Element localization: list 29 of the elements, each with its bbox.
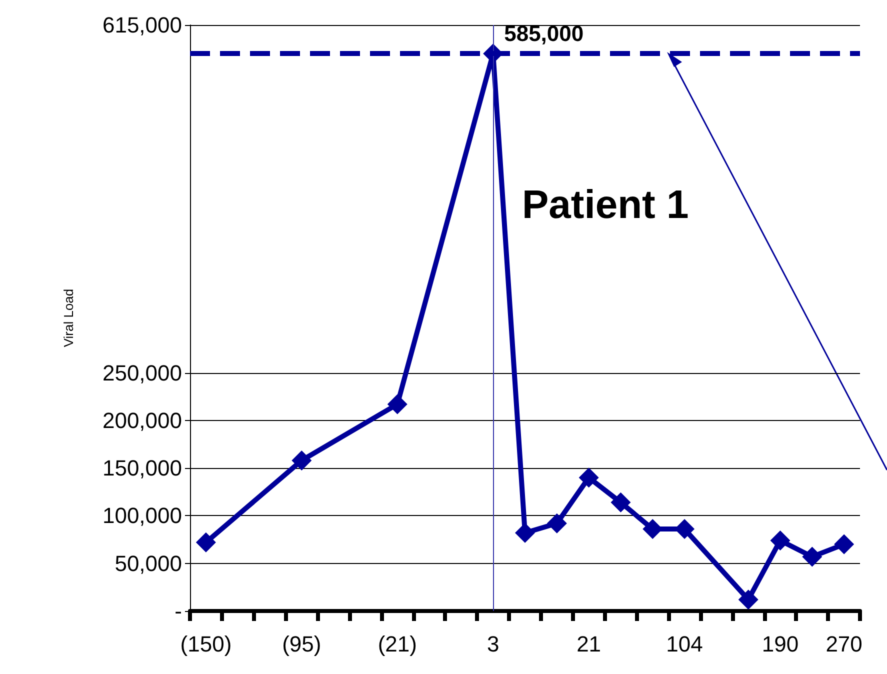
x-tick-label: 104: [666, 632, 703, 656]
point: [610, 492, 631, 512]
point: [578, 468, 599, 488]
y-tick-label: 200,000: [102, 408, 182, 433]
x-tick-label: 21: [576, 632, 602, 656]
y-axis-title: Viral Load: [61, 288, 76, 348]
data-label: 585,000: [504, 21, 584, 46]
x-tick-label: 3: [486, 632, 500, 656]
y-tick-label: 100,000: [102, 503, 182, 528]
point: [546, 513, 567, 534]
point: [738, 590, 758, 610]
x-tick-label: 270: [826, 632, 862, 656]
annotation: Patient 1: [522, 183, 689, 227]
x-tick-label: (95): [282, 632, 322, 656]
x-tick-label: (150): [180, 632, 232, 656]
point: [196, 532, 216, 552]
y-tick-label: -: [174, 598, 182, 624]
point: [834, 534, 854, 554]
y-tick-label: 615,000: [102, 12, 182, 38]
point: [515, 522, 535, 543]
point: [292, 450, 312, 470]
point: [387, 394, 408, 414]
y-tick-label: 250,000: [102, 360, 182, 386]
x-tick-label: (21): [378, 632, 417, 656]
y-tick-label: 50,000: [114, 550, 182, 576]
point: [802, 546, 822, 567]
y-tick-label: 150,000: [102, 456, 182, 481]
point: [770, 530, 790, 550]
x-tick-label: 190: [762, 632, 799, 656]
